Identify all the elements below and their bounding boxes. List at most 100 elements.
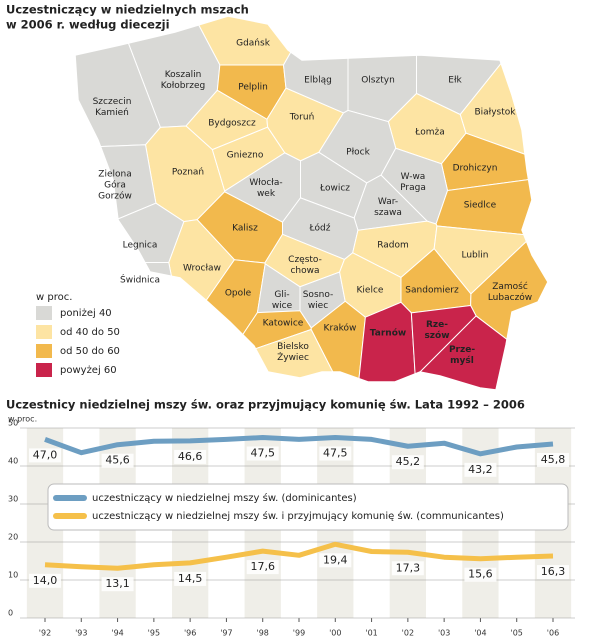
label-bg bbox=[174, 449, 207, 464]
label-bg bbox=[319, 446, 352, 461]
diocese-label: Płock bbox=[346, 148, 370, 158]
diocese-label: Ełk bbox=[448, 76, 462, 86]
value-label: 46,6 bbox=[178, 450, 203, 463]
diocese-label: Katowice bbox=[263, 319, 304, 329]
x-tick-label: '03 bbox=[438, 629, 450, 638]
x-tick-label: '06 bbox=[547, 629, 559, 638]
label-bg bbox=[174, 571, 207, 586]
diocese-label: Drohiczyn bbox=[453, 164, 498, 174]
label-bg bbox=[537, 452, 569, 467]
value-label: 47,5 bbox=[323, 447, 348, 460]
diocese-area bbox=[356, 301, 416, 390]
label-bg bbox=[246, 560, 279, 575]
legend-label: od 50 do 60 bbox=[60, 346, 120, 357]
x-tick-label: '92 bbox=[39, 629, 51, 638]
legend-swatch bbox=[36, 363, 52, 377]
value-label: 47,5 bbox=[250, 447, 275, 460]
label-bg bbox=[29, 573, 61, 588]
legend-label: powyżej 60 bbox=[60, 365, 117, 376]
label-bg bbox=[319, 553, 352, 568]
legend-label: uczestniczący w niedzielnej mszy św. (do… bbox=[92, 492, 357, 504]
diocese-label: Kielce bbox=[357, 286, 384, 296]
diocese-label: Wrocław bbox=[183, 264, 221, 274]
diocese-label: szów bbox=[424, 330, 449, 341]
diocese-label: Elbląg bbox=[304, 76, 332, 86]
value-label: 16,3 bbox=[541, 565, 566, 578]
diocese-label: W-wa bbox=[401, 172, 426, 182]
value-label: 17,6 bbox=[250, 560, 275, 573]
y-tick-label: 40 bbox=[8, 457, 18, 466]
x-tick-label: '04 bbox=[474, 629, 486, 638]
diocese-label: wice bbox=[272, 301, 293, 311]
diocese-label: Radom bbox=[377, 241, 409, 251]
x-tick-label: '97 bbox=[220, 629, 232, 638]
x-tick-label: '98 bbox=[257, 629, 269, 638]
x-tick-label: '99 bbox=[293, 629, 305, 638]
diocese-label: Łódź bbox=[308, 223, 330, 234]
diocese-label: Poznań bbox=[172, 168, 204, 178]
series-line bbox=[44, 541, 554, 571]
diocese-label: Lubaczów bbox=[488, 292, 532, 303]
diocese-label: szawa bbox=[374, 208, 402, 218]
value-label: 15,6 bbox=[468, 568, 493, 581]
x-tick-label: '05 bbox=[511, 629, 523, 638]
value-label: 45,2 bbox=[396, 455, 421, 468]
legend-swatch bbox=[36, 325, 52, 339]
x-tick-label: '01 bbox=[365, 629, 377, 638]
label-bg bbox=[537, 565, 569, 580]
diocese-label: wek bbox=[257, 189, 276, 199]
legend-label: uczestniczący w niedzielnej mszy św. i p… bbox=[92, 510, 504, 522]
value-label: 14,0 bbox=[33, 574, 58, 587]
diocese-label: Łowicz bbox=[319, 184, 350, 194]
diocese-label: myśl bbox=[450, 355, 474, 366]
x-tick-label: '95 bbox=[148, 629, 160, 638]
label-bg bbox=[391, 561, 424, 576]
diocese-label: Toruń bbox=[289, 113, 315, 123]
x-tick-label: '94 bbox=[111, 629, 123, 638]
series-line bbox=[44, 435, 554, 457]
diocese-label: Zielona bbox=[98, 170, 131, 180]
border bbox=[74, 15, 549, 391]
x-tick-label: '93 bbox=[75, 629, 87, 638]
value-label: 45,6 bbox=[105, 454, 130, 467]
diocese-label: Bielsko bbox=[277, 342, 309, 352]
y-tick-label: 50 bbox=[8, 419, 18, 428]
y-tick-label: 0 bbox=[8, 609, 13, 618]
value-label: 14,5 bbox=[178, 572, 203, 585]
value-label: 45,8 bbox=[541, 453, 566, 466]
legend-title: w proc. bbox=[36, 292, 72, 303]
x-tick-label: '00 bbox=[329, 629, 341, 638]
diocese-label: Gdańsk bbox=[236, 39, 271, 49]
diocese-label: Łomża bbox=[414, 128, 445, 138]
diocese-label: Pelplin bbox=[238, 83, 268, 93]
chart-title: Uczestnicy niedzielnej mszy św. oraz prz… bbox=[6, 398, 525, 412]
value-label: 13,1 bbox=[105, 577, 130, 590]
legend-swatch bbox=[36, 306, 52, 320]
label-bg bbox=[391, 455, 424, 470]
y-axis-label: w proc. bbox=[8, 415, 37, 424]
diocese-label: Praga bbox=[400, 183, 426, 193]
label-bg bbox=[464, 462, 497, 477]
diocese-label: War- bbox=[378, 197, 398, 207]
value-label: 43,2 bbox=[468, 463, 493, 476]
diocese-label: Rze- bbox=[426, 320, 448, 330]
diocese-label: Białystok bbox=[474, 108, 516, 118]
label-bg bbox=[464, 567, 497, 582]
y-tick-label: 20 bbox=[8, 533, 18, 542]
y-tick-label: 30 bbox=[8, 495, 18, 504]
diocese-label: Zamość bbox=[492, 281, 528, 292]
diocese-label: Gorzów bbox=[98, 191, 132, 202]
diocese-label: Tarnów bbox=[370, 328, 406, 339]
diocese-label: Kołobrzeg bbox=[161, 81, 205, 91]
diocese-label: Bydgoszcz bbox=[208, 119, 256, 129]
diocese-label: Legnica bbox=[123, 241, 158, 251]
legend-label: poniżej 40 bbox=[60, 308, 112, 319]
x-tick-label: '96 bbox=[184, 629, 196, 638]
diocese-label: Często- bbox=[288, 255, 322, 265]
diocese-label: Góra bbox=[104, 180, 126, 191]
legend-box bbox=[47, 483, 569, 531]
value-label: 19,4 bbox=[323, 553, 348, 566]
diocese-label: Włocła- bbox=[249, 178, 282, 188]
diocese-label: Świdnica bbox=[120, 274, 160, 286]
